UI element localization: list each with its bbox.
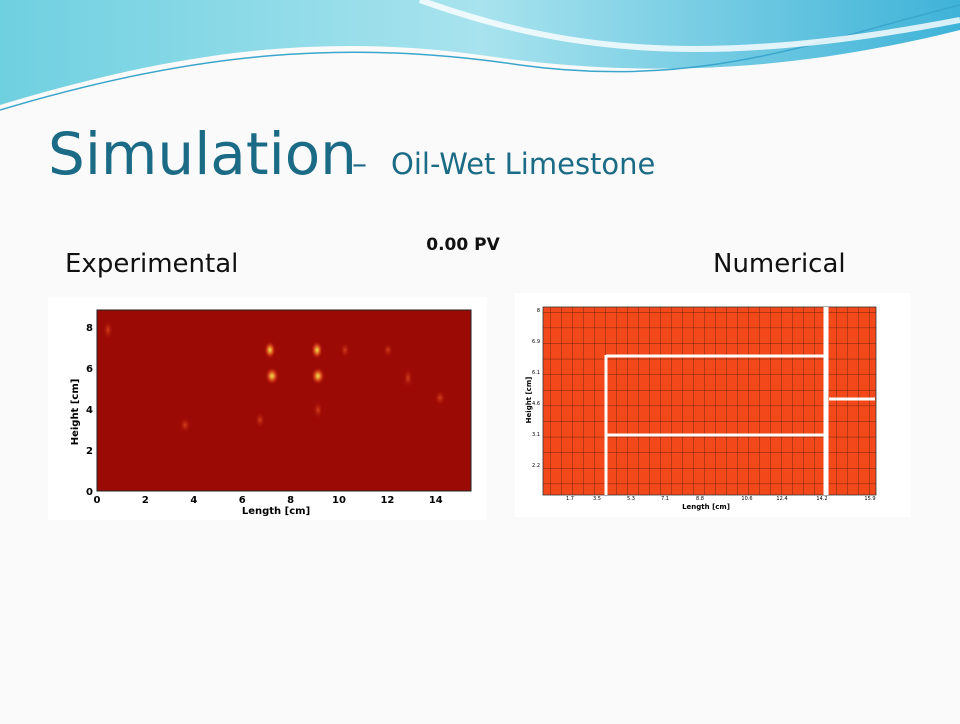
y-axis-label: Height [cm]	[70, 379, 81, 446]
y-tick-label: 0	[86, 487, 93, 498]
x-axis-label: Length [cm]	[242, 506, 310, 517]
y-tick-label: 4.6	[532, 401, 540, 407]
y-tick-label: 4	[86, 405, 93, 416]
x-tick-label: 6	[239, 495, 246, 506]
y-tick-label: 8	[537, 308, 540, 314]
x-tick-label: 8	[287, 495, 294, 506]
y-tick-label: 8	[86, 323, 93, 334]
right-label: Numerical	[713, 249, 846, 279]
heatmap-texture	[103, 320, 446, 433]
x-tick-label: 10.6	[741, 496, 752, 502]
y-tick-label: 6	[86, 364, 93, 375]
x-tick-label: 3.5	[593, 496, 601, 502]
x-tick-label: 5.3	[627, 496, 635, 502]
x-tick-label: 14	[429, 495, 443, 506]
y-tick-label: 2.2	[532, 463, 540, 469]
experimental-frame	[96, 309, 472, 492]
x-tick-label: 1.7	[566, 496, 574, 502]
numerical-axes: 1.7 3.5 5.3 7.1 8.8 10.6 12.4 14.2 15.9 8 6.9 6.1 4.…	[525, 308, 876, 511]
header-wave	[0, 0, 960, 105]
title-dash: –	[352, 147, 367, 182]
x-tick-label: 15.9	[864, 496, 875, 502]
x-tick-label: 12	[380, 495, 394, 506]
y-tick-label: 2	[86, 446, 93, 457]
x-tick-label: 8.8	[696, 496, 704, 502]
x-tick-label: 10	[332, 495, 346, 506]
stage-label: 0.00 PV	[426, 235, 500, 255]
numerical-boundaries	[604, 307, 875, 495]
x-tick-label: 14.2	[816, 496, 827, 502]
x-tick-label: 2	[142, 495, 149, 506]
left-label: Experimental	[65, 249, 238, 279]
y-tick-label: 3.1	[532, 432, 540, 438]
y-axis-label: Height [cm]	[525, 377, 533, 424]
title-sub: Oil-Wet Limestone	[391, 147, 655, 181]
y-tick-label: 6.9	[532, 339, 540, 345]
wave-highlight	[418, 0, 960, 52]
numerical-grid	[542, 306, 877, 496]
x-axis-label: Length [cm]	[682, 503, 730, 511]
x-tick-label: 12.4	[776, 496, 787, 502]
y-tick-label: 6.1	[532, 370, 540, 376]
x-tick-label: 4	[190, 495, 197, 506]
title-main: Simulation	[48, 120, 357, 188]
x-tick-label: 0	[94, 495, 101, 506]
experimental-heatmap	[97, 310, 471, 491]
x-tick-label: 7.1	[661, 496, 669, 502]
